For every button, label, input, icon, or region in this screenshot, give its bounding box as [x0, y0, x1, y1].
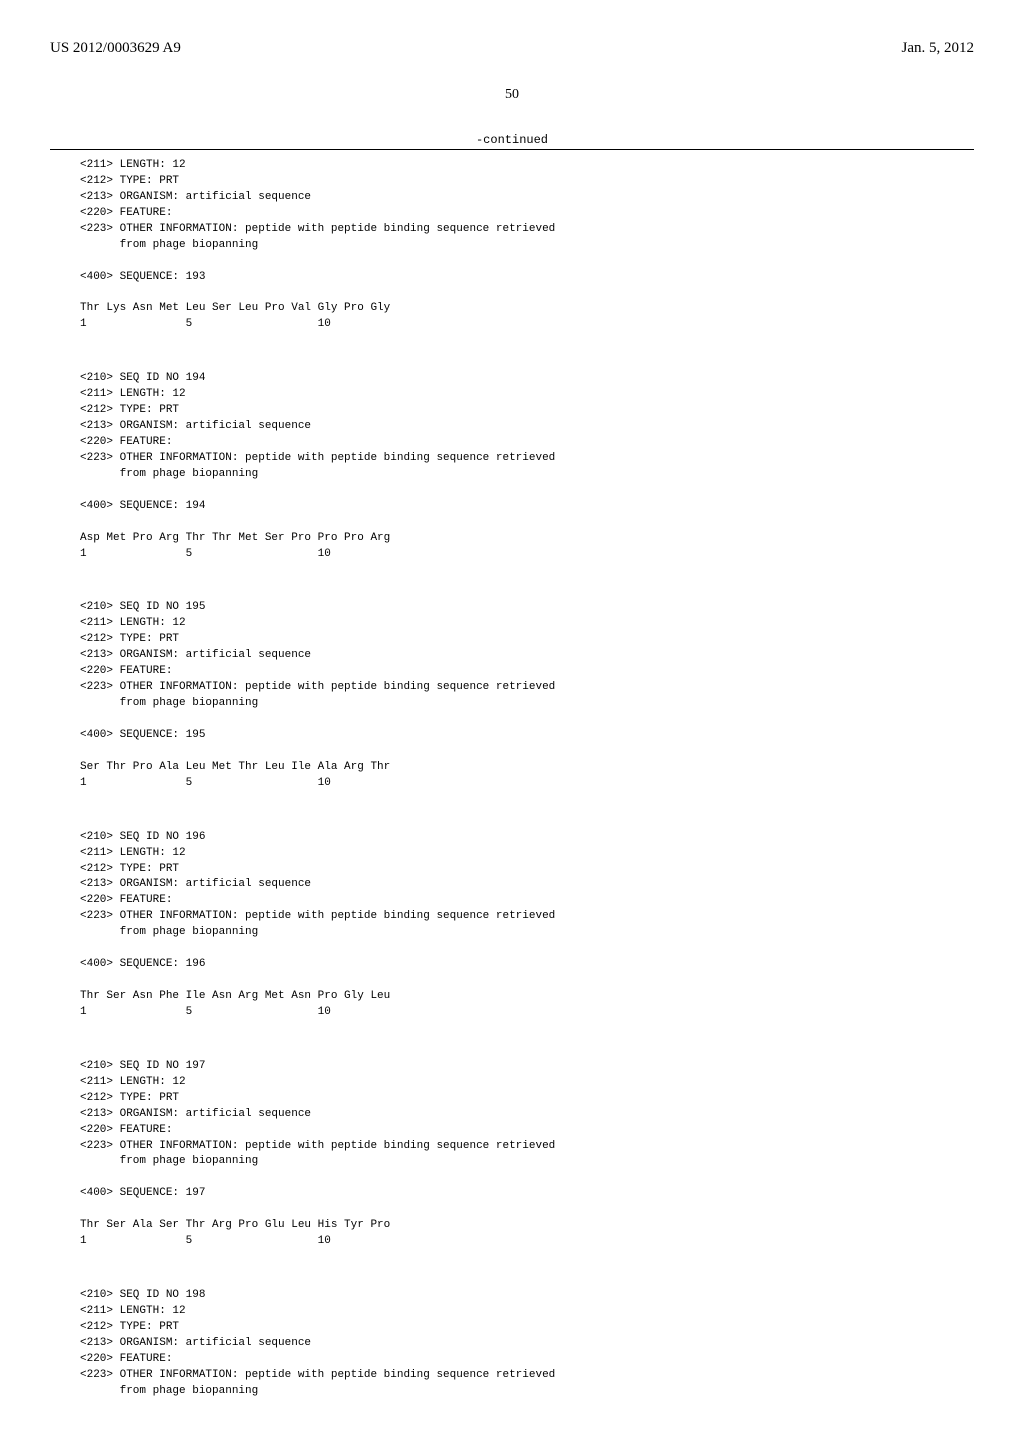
- sequence-label: <400> SEQUENCE: 193: [80, 270, 974, 286]
- sequence-header-line: <210> SEQ ID NO 198: [80, 1288, 974, 1304]
- sequence-header-line: <211> LENGTH: 12: [80, 1304, 974, 1320]
- sequence-header-line: <223> OTHER INFORMATION: peptide with pe…: [80, 222, 974, 238]
- sequence-header-line: <211> LENGTH: 12: [80, 616, 974, 632]
- sequence-header-line: <210> SEQ ID NO 196: [80, 830, 974, 846]
- position-numbers: 1 5 10: [80, 547, 974, 563]
- amino-acid-sequence: Thr Ser Ala Ser Thr Arg Pro Glu Leu His …: [80, 1218, 974, 1234]
- amino-acid-sequence: Thr Ser Asn Phe Ile Asn Arg Met Asn Pro …: [80, 989, 974, 1005]
- amino-acid-sequence: Asp Met Pro Arg Thr Thr Met Ser Pro Pro …: [80, 531, 974, 547]
- amino-acid-sequence: Thr Lys Asn Met Leu Ser Leu Pro Val Gly …: [80, 301, 974, 317]
- sequence-header-line: <210> SEQ ID NO 194: [80, 371, 974, 387]
- sequence-header-line: <213> ORGANISM: artificial sequence: [80, 1336, 974, 1352]
- sequence-header-line: <220> FEATURE:: [80, 1352, 974, 1368]
- sequence-header-line: <211> LENGTH: 12: [80, 387, 974, 403]
- page-number: 50: [50, 87, 974, 103]
- sequence-header-line: <220> FEATURE:: [80, 435, 974, 451]
- sequence-header-line: <213> ORGANISM: artificial sequence: [80, 877, 974, 893]
- sequence-header-line: <212> TYPE: PRT: [80, 632, 974, 648]
- continued-label: -continued: [50, 133, 974, 147]
- sequence-header-line: from phage biopanning: [80, 467, 974, 483]
- sequence-header-line: from phage biopanning: [80, 1154, 974, 1170]
- sequence-listing: <211> LENGTH: 12<212> TYPE: PRT<213> ORG…: [80, 158, 974, 1400]
- sequence-label: <400> SEQUENCE: 195: [80, 728, 974, 744]
- sequence-label: <400> SEQUENCE: 197: [80, 1186, 974, 1202]
- sequence-header-line: <210> SEQ ID NO 195: [80, 600, 974, 616]
- page-header: US 2012/0003629 A9 Jan. 5, 2012: [50, 40, 974, 57]
- sequence-header-line: <211> LENGTH: 12: [80, 846, 974, 862]
- sequence-header-line: from phage biopanning: [80, 696, 974, 712]
- sequence-header-line: <223> OTHER INFORMATION: peptide with pe…: [80, 451, 974, 467]
- sequence-header-line: <220> FEATURE:: [80, 893, 974, 909]
- position-numbers: 1 5 10: [80, 1005, 974, 1021]
- sequence-header-line: <220> FEATURE:: [80, 1123, 974, 1139]
- sequence-label: <400> SEQUENCE: 194: [80, 499, 974, 515]
- sequence-header-line: <220> FEATURE:: [80, 206, 974, 222]
- sequence-label: <400> SEQUENCE: 196: [80, 957, 974, 973]
- sequence-header-line: <211> LENGTH: 12: [80, 158, 974, 174]
- sequence-header-line: <213> ORGANISM: artificial sequence: [80, 190, 974, 206]
- amino-acid-sequence: Ser Thr Pro Ala Leu Met Thr Leu Ile Ala …: [80, 760, 974, 776]
- sequence-block: <210> SEQ ID NO 194<211> LENGTH: 12<212>…: [80, 371, 974, 562]
- sequence-header-line: <212> TYPE: PRT: [80, 1320, 974, 1336]
- position-numbers: 1 5 10: [80, 1234, 974, 1250]
- sequence-header-line: <211> LENGTH: 12: [80, 1075, 974, 1091]
- sequence-header-line: from phage biopanning: [80, 1384, 974, 1400]
- sequence-block: <210> SEQ ID NO 197<211> LENGTH: 12<212>…: [80, 1059, 974, 1250]
- sequence-header-line: <223> OTHER INFORMATION: peptide with pe…: [80, 1139, 974, 1155]
- page-container: US 2012/0003629 A9 Jan. 5, 2012 50 -cont…: [0, 0, 1024, 1452]
- publication-date: Jan. 5, 2012: [902, 40, 975, 57]
- sequence-header-line: <212> TYPE: PRT: [80, 174, 974, 190]
- sequence-block: <211> LENGTH: 12<212> TYPE: PRT<213> ORG…: [80, 158, 974, 333]
- position-numbers: 1 5 10: [80, 317, 974, 333]
- sequence-header-line: <210> SEQ ID NO 197: [80, 1059, 974, 1075]
- sequence-block: <210> SEQ ID NO 195<211> LENGTH: 12<212>…: [80, 600, 974, 791]
- sequence-header-line: <220> FEATURE:: [80, 664, 974, 680]
- sequence-header-line: <212> TYPE: PRT: [80, 862, 974, 878]
- sequence-header-line: <213> ORGANISM: artificial sequence: [80, 1107, 974, 1123]
- publication-number: US 2012/0003629 A9: [50, 40, 181, 57]
- sequence-block: <210> SEQ ID NO 198<211> LENGTH: 12<212>…: [80, 1288, 974, 1400]
- top-divider: [50, 149, 974, 150]
- sequence-header-line: <213> ORGANISM: artificial sequence: [80, 419, 974, 435]
- sequence-header-line: <212> TYPE: PRT: [80, 1091, 974, 1107]
- sequence-header-line: from phage biopanning: [80, 925, 974, 941]
- sequence-header-line: <213> ORGANISM: artificial sequence: [80, 648, 974, 664]
- sequence-header-line: <212> TYPE: PRT: [80, 403, 974, 419]
- sequence-header-line: <223> OTHER INFORMATION: peptide with pe…: [80, 1368, 974, 1384]
- sequence-header-line: <223> OTHER INFORMATION: peptide with pe…: [80, 680, 974, 696]
- sequence-header-line: <223> OTHER INFORMATION: peptide with pe…: [80, 909, 974, 925]
- sequence-header-line: from phage biopanning: [80, 238, 974, 254]
- sequence-block: <210> SEQ ID NO 196<211> LENGTH: 12<212>…: [80, 830, 974, 1021]
- position-numbers: 1 5 10: [80, 776, 974, 792]
